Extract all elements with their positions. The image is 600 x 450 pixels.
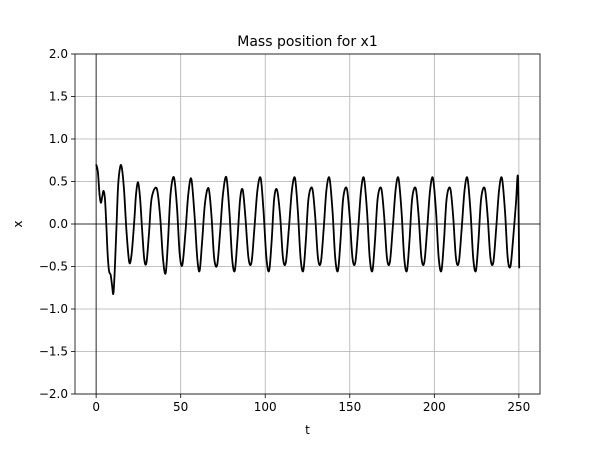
- x-tick-label: 200: [423, 400, 446, 414]
- y-tick-label: −1.0: [39, 302, 68, 316]
- series: [95, 164, 521, 296]
- x-tick-label: 50: [173, 400, 188, 414]
- y-tick-label: −1.5: [39, 345, 68, 359]
- y-axis-label: x: [11, 220, 25, 227]
- x-tick-label: 250: [507, 400, 530, 414]
- x-tick-label: 150: [338, 400, 361, 414]
- ticks: 0 50 100 150 200 250 −2.0 −1.5 −1.0 −0.5 0.0 0.5 1.0…: [39, 47, 530, 414]
- y-tick-label: −2.0: [39, 387, 68, 401]
- y-tick-label: 2.0: [49, 47, 68, 61]
- chart-title: Mass position for x1: [237, 34, 378, 50]
- y-tick-label: 0.5: [49, 175, 68, 189]
- x-axis-label: t: [305, 423, 310, 437]
- series-line: [95, 164, 521, 296]
- x-tick-label: 0: [92, 400, 100, 414]
- y-tick-label: 1.0: [49, 132, 68, 146]
- x-tick-label: 100: [254, 400, 277, 414]
- y-tick-label: 0.0: [49, 217, 68, 231]
- y-tick-label: 1.5: [49, 90, 68, 104]
- y-tick-label: −0.5: [39, 260, 68, 274]
